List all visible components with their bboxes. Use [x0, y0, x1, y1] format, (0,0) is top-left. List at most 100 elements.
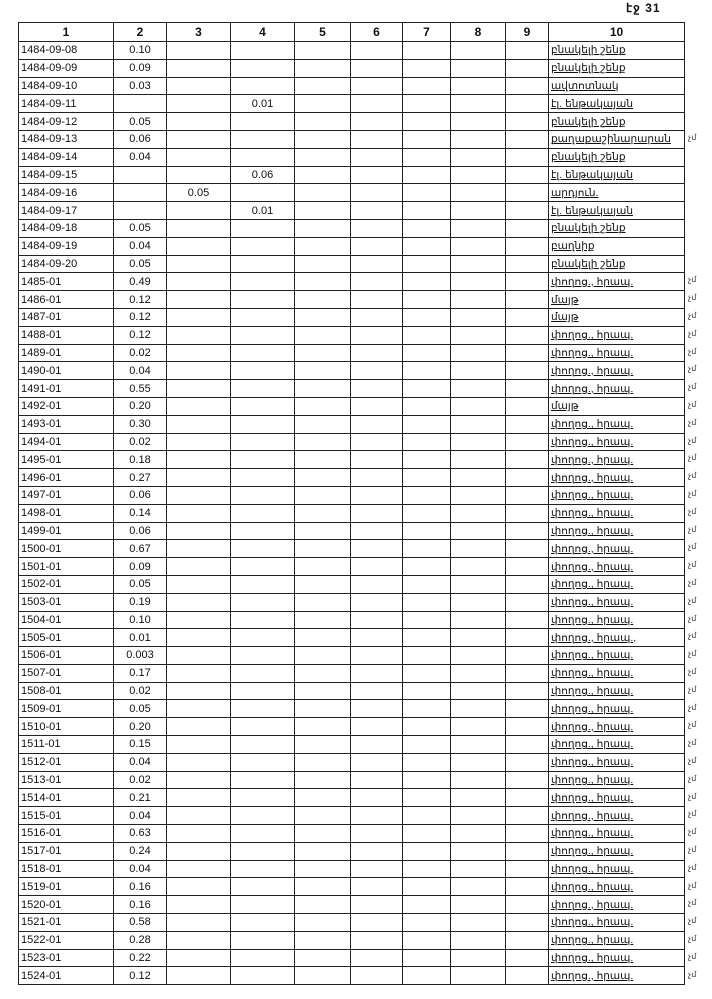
cell-value-col9 — [505, 592, 549, 612]
cell-value-col6 — [350, 859, 403, 879]
cell-value-col9 — [505, 307, 549, 327]
cell-value-col9 — [505, 325, 549, 345]
cell-value-col6 — [350, 468, 403, 487]
cell-value-col2: 0.05 — [113, 699, 167, 719]
cell-description: փողոց., հրապ. — [548, 557, 685, 576]
cell-value-col3 — [166, 414, 231, 434]
cell-value-col4 — [230, 806, 295, 826]
cell-value-col7 — [402, 201, 451, 220]
cell-description: բնակելի շենք — [548, 218, 685, 238]
cell-value-col4 — [230, 41, 295, 60]
margin-mark: չմ — [688, 400, 697, 409]
cell-value-col5 — [294, 646, 351, 665]
margin-mark: չմ — [688, 969, 697, 979]
column-header-6: 6 — [350, 22, 403, 42]
cell-value-col4 — [230, 361, 295, 381]
cell-value-col5 — [294, 396, 351, 416]
cell-value-col8 — [450, 254, 506, 274]
cell-value-col8 — [450, 468, 506, 487]
cell-value-col2: 0.05 — [113, 574, 167, 594]
cell-value-col4 — [230, 396, 295, 416]
cell-description: փողոց., հրապ. — [548, 841, 685, 861]
cell-value-col4 — [230, 343, 295, 363]
cell-value-col3 — [166, 717, 231, 737]
cell-value-col7 — [402, 646, 451, 665]
cell-value-col8 — [450, 343, 506, 363]
cell-value-col8 — [450, 379, 506, 398]
cell-value-col8 — [450, 41, 506, 60]
cell-value-col7 — [402, 254, 451, 274]
cell-value-col7 — [402, 414, 451, 434]
cell-value-col5 — [294, 325, 351, 345]
cell-value-col5 — [294, 610, 351, 630]
cell-value-col3 — [166, 752, 231, 772]
table-row: 1516-01 0.63 փողոց., հրապ. — [18, 824, 685, 843]
cell-description: փողոց., հրապ. — [548, 646, 685, 665]
cell-value-col2: 0.18 — [113, 450, 167, 470]
margin-mark: չմ — [688, 453, 697, 463]
cell-value-col3 — [166, 254, 231, 274]
cell-value-col6 — [350, 272, 403, 292]
cell-value-col2: 0.04 — [113, 752, 167, 772]
cell-value-col7 — [402, 539, 451, 559]
cell-value-col7 — [402, 699, 451, 719]
cell-description: մայթ — [548, 290, 685, 309]
cell-value-col5 — [294, 717, 351, 737]
table-row: 1492-01 0.20 մայթ — [18, 396, 685, 416]
cell-value-col4 — [230, 414, 295, 434]
cell-value-col9 — [505, 948, 549, 968]
cell-value-col9 — [505, 877, 549, 897]
cell-value-col3: 0.05 — [166, 183, 231, 203]
cell-value-col2: 0.02 — [113, 681, 167, 701]
margin-mark: չմ — [688, 631, 697, 641]
margin-mark: չմ — [688, 702, 697, 712]
cell-value-col4 — [230, 646, 295, 665]
cell-value-col8 — [450, 859, 506, 879]
cell-value-col2: 0.12 — [113, 307, 167, 327]
cell-id: 1500-01 — [18, 539, 114, 559]
cell-value-col7 — [402, 966, 451, 986]
table-row: 1521-01 0.58 փողոց., հրապ. — [18, 913, 685, 932]
cell-value-col4 — [230, 147, 295, 167]
column-header-10: 10 — [548, 22, 685, 42]
page-number: էջ 31 — [626, 1, 661, 15]
cell-value-col2: 0.20 — [113, 396, 167, 416]
cell-value-col3 — [166, 307, 231, 327]
cell-value-col9 — [505, 628, 549, 648]
cell-id: 1505-01 — [18, 628, 114, 648]
cell-value-col9 — [505, 735, 549, 754]
cell-id: 1491-01 — [18, 379, 114, 398]
cell-value-col3 — [166, 966, 231, 986]
column-header-4: 4 — [230, 22, 295, 42]
cell-description: փողոց., հրապ. — [548, 361, 685, 381]
cell-id: 1514-01 — [18, 788, 114, 808]
cell-value-col3 — [166, 379, 231, 398]
cell-value-col6 — [350, 94, 403, 114]
cell-value-col8 — [450, 735, 506, 754]
cell-value-col7 — [402, 94, 451, 114]
table-row: 1502-01 0.05 փողոց., հրապ. — [18, 574, 685, 594]
cell-id: 1485-01 — [18, 272, 114, 292]
cell-id: 1488-01 — [18, 325, 114, 345]
cell-value-col6 — [350, 948, 403, 968]
cell-description: քաղաքաշինարարան — [548, 129, 685, 149]
margin-mark: չմ — [688, 578, 697, 587]
cell-value-col5 — [294, 450, 351, 470]
cell-value-col5 — [294, 574, 351, 594]
cell-value-col7 — [402, 129, 451, 149]
cell-value-col4 — [230, 752, 295, 772]
cell-description: փողոց., հրապ. — [548, 806, 685, 826]
table-row: 1514-01 0.21 փողոց., հրապ. — [18, 788, 685, 808]
cell-value-col3 — [166, 735, 231, 754]
table-row: 1484-09-15 0.06 էլ. ենթակայան — [18, 165, 685, 185]
cell-id: 1519-01 — [18, 877, 114, 897]
cell-value-col3 — [166, 396, 231, 416]
table-row: 1506-01 0.003 փողոց., հրապ. — [18, 646, 685, 665]
cell-value-col7 — [402, 165, 451, 185]
cell-value-col4 — [230, 574, 295, 594]
table-row: 1505-01 0.01 փողոց., հրապ., — [18, 628, 685, 648]
cell-value-col9 — [505, 129, 549, 149]
cell-value-col8 — [450, 788, 506, 808]
cell-value-col9 — [505, 414, 549, 434]
cell-value-col8 — [450, 610, 506, 630]
